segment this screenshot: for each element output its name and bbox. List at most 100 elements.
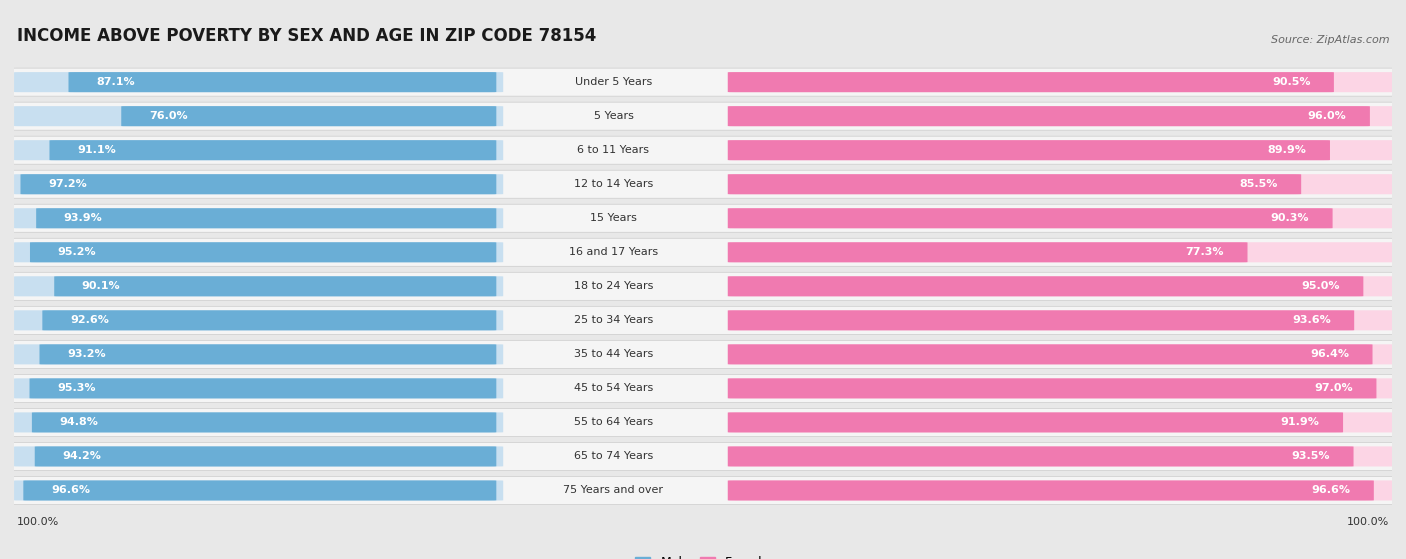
FancyBboxPatch shape xyxy=(728,378,1396,399)
FancyBboxPatch shape xyxy=(14,174,503,195)
FancyBboxPatch shape xyxy=(728,174,1396,195)
Text: 97.0%: 97.0% xyxy=(1315,383,1353,394)
FancyBboxPatch shape xyxy=(728,480,1396,500)
Text: 87.1%: 87.1% xyxy=(96,77,135,87)
Text: 96.4%: 96.4% xyxy=(1310,349,1350,359)
FancyBboxPatch shape xyxy=(728,72,1334,92)
FancyBboxPatch shape xyxy=(728,140,1396,160)
Text: 75 Years and over: 75 Years and over xyxy=(564,485,664,495)
Text: 77.3%: 77.3% xyxy=(1185,247,1225,257)
FancyBboxPatch shape xyxy=(728,106,1396,126)
FancyBboxPatch shape xyxy=(728,378,1376,399)
Text: 95.3%: 95.3% xyxy=(58,383,96,394)
FancyBboxPatch shape xyxy=(14,480,503,500)
FancyBboxPatch shape xyxy=(0,476,1406,504)
FancyBboxPatch shape xyxy=(0,102,1406,130)
Text: 76.0%: 76.0% xyxy=(149,111,187,121)
FancyBboxPatch shape xyxy=(728,242,1396,262)
Text: 15 Years: 15 Years xyxy=(591,213,637,223)
Text: 6 to 11 Years: 6 to 11 Years xyxy=(578,145,650,155)
Text: 100.0%: 100.0% xyxy=(17,517,59,527)
FancyBboxPatch shape xyxy=(39,344,496,364)
FancyBboxPatch shape xyxy=(30,378,496,399)
FancyBboxPatch shape xyxy=(0,68,1406,96)
Text: 91.9%: 91.9% xyxy=(1281,418,1320,428)
Text: 25 to 34 Years: 25 to 34 Years xyxy=(574,315,652,325)
FancyBboxPatch shape xyxy=(0,238,1406,266)
Text: 90.5%: 90.5% xyxy=(1272,77,1310,87)
Text: Under 5 Years: Under 5 Years xyxy=(575,77,652,87)
Text: 12 to 14 Years: 12 to 14 Years xyxy=(574,179,652,190)
Text: 90.1%: 90.1% xyxy=(82,281,121,291)
Text: 91.1%: 91.1% xyxy=(77,145,115,155)
Text: Source: ZipAtlas.com: Source: ZipAtlas.com xyxy=(1271,35,1389,45)
FancyBboxPatch shape xyxy=(728,447,1354,466)
FancyBboxPatch shape xyxy=(0,204,1406,233)
FancyBboxPatch shape xyxy=(14,140,503,160)
FancyBboxPatch shape xyxy=(32,413,496,433)
FancyBboxPatch shape xyxy=(0,170,1406,198)
Text: 90.3%: 90.3% xyxy=(1271,213,1309,223)
FancyBboxPatch shape xyxy=(728,276,1364,296)
FancyBboxPatch shape xyxy=(728,106,1369,126)
Text: 16 and 17 Years: 16 and 17 Years xyxy=(569,247,658,257)
Text: 93.2%: 93.2% xyxy=(67,349,105,359)
FancyBboxPatch shape xyxy=(728,310,1354,330)
FancyBboxPatch shape xyxy=(728,344,1396,364)
Text: 96.6%: 96.6% xyxy=(1312,485,1350,495)
FancyBboxPatch shape xyxy=(14,106,503,126)
FancyBboxPatch shape xyxy=(14,72,503,92)
FancyBboxPatch shape xyxy=(14,447,503,466)
Text: 45 to 54 Years: 45 to 54 Years xyxy=(574,383,652,394)
FancyBboxPatch shape xyxy=(0,136,1406,164)
FancyBboxPatch shape xyxy=(14,344,503,364)
FancyBboxPatch shape xyxy=(728,310,1396,330)
FancyBboxPatch shape xyxy=(14,413,503,433)
Text: 93.6%: 93.6% xyxy=(1292,315,1330,325)
FancyBboxPatch shape xyxy=(728,447,1396,466)
Text: 85.5%: 85.5% xyxy=(1239,179,1278,190)
Text: 96.0%: 96.0% xyxy=(1308,111,1347,121)
FancyBboxPatch shape xyxy=(14,310,503,330)
Text: 96.6%: 96.6% xyxy=(51,485,90,495)
FancyBboxPatch shape xyxy=(42,310,496,330)
Legend: Male, Female: Male, Female xyxy=(636,556,770,559)
FancyBboxPatch shape xyxy=(728,208,1396,228)
FancyBboxPatch shape xyxy=(0,272,1406,300)
FancyBboxPatch shape xyxy=(728,242,1247,262)
FancyBboxPatch shape xyxy=(69,72,496,92)
Text: 93.5%: 93.5% xyxy=(1292,452,1330,461)
Text: 93.9%: 93.9% xyxy=(63,213,103,223)
Text: 89.9%: 89.9% xyxy=(1268,145,1306,155)
FancyBboxPatch shape xyxy=(728,276,1396,296)
Text: 100.0%: 100.0% xyxy=(1347,517,1389,527)
FancyBboxPatch shape xyxy=(728,72,1396,92)
FancyBboxPatch shape xyxy=(24,480,496,500)
FancyBboxPatch shape xyxy=(728,480,1374,500)
FancyBboxPatch shape xyxy=(49,140,496,160)
FancyBboxPatch shape xyxy=(37,208,496,228)
FancyBboxPatch shape xyxy=(14,378,503,399)
FancyBboxPatch shape xyxy=(55,276,496,296)
FancyBboxPatch shape xyxy=(0,442,1406,471)
Text: 92.6%: 92.6% xyxy=(70,315,108,325)
FancyBboxPatch shape xyxy=(0,409,1406,437)
Text: 55 to 64 Years: 55 to 64 Years xyxy=(574,418,652,428)
FancyBboxPatch shape xyxy=(14,242,503,262)
FancyBboxPatch shape xyxy=(0,340,1406,368)
Text: 18 to 24 Years: 18 to 24 Years xyxy=(574,281,654,291)
FancyBboxPatch shape xyxy=(21,174,496,195)
Text: 95.2%: 95.2% xyxy=(58,247,96,257)
FancyBboxPatch shape xyxy=(121,106,496,126)
FancyBboxPatch shape xyxy=(728,413,1396,433)
Text: 94.2%: 94.2% xyxy=(62,452,101,461)
FancyBboxPatch shape xyxy=(728,140,1330,160)
FancyBboxPatch shape xyxy=(0,375,1406,402)
Text: INCOME ABOVE POVERTY BY SEX AND AGE IN ZIP CODE 78154: INCOME ABOVE POVERTY BY SEX AND AGE IN Z… xyxy=(17,27,596,45)
Text: 35 to 44 Years: 35 to 44 Years xyxy=(574,349,652,359)
FancyBboxPatch shape xyxy=(14,208,503,228)
FancyBboxPatch shape xyxy=(35,447,496,466)
Text: 94.8%: 94.8% xyxy=(59,418,98,428)
FancyBboxPatch shape xyxy=(728,344,1372,364)
Text: 95.0%: 95.0% xyxy=(1302,281,1340,291)
